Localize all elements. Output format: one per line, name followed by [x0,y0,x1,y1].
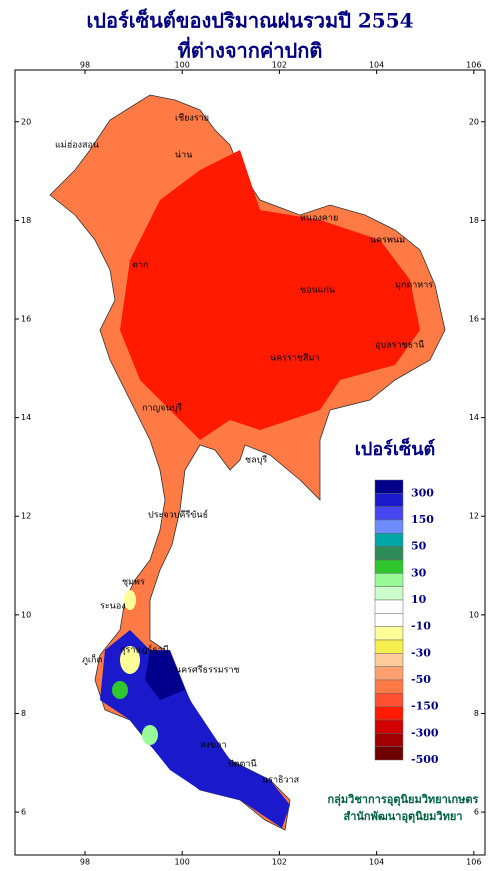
place: ตาก [132,261,148,271]
place: กาญจนบุรี [142,403,182,414]
place: อุบลราชธานี [375,340,424,351]
y-tick-label: 14 [469,413,479,422]
legend-label: -30 [411,646,431,659]
y-tick-label: 16 [21,315,31,324]
place: สุราษฎร์ธานี [120,644,169,656]
place: ภูเก็ต [82,653,102,666]
place: แม่ฮ่องสอน [55,141,99,151]
y-tick-label: 10 [469,610,479,619]
legend-swatch [374,586,404,601]
legend-label: -50 [411,673,431,686]
legend-swatch [374,559,404,574]
legend-swatch [374,746,404,761]
x-tick-label: 102 [272,61,287,70]
x-tick-label: 98 [80,858,90,867]
country [49,94,446,831]
y-tick-label: 20 [21,117,31,126]
legend-label: 150 [411,513,434,526]
legend-swatch [374,706,404,721]
legend-title: เปอร์เซ็นต์ [355,437,435,460]
legend-swatch [374,493,404,507]
legend-swatch [374,546,404,561]
place: ระนอง [100,602,126,612]
y-tick-label: 8 [474,709,479,718]
x-tick-label: 106 [466,61,481,70]
x-tick-label: 104 [369,858,384,867]
x-tick-label: 106 [466,858,481,867]
legend-label: -500 [411,753,439,766]
legend-swatch [374,533,404,547]
place: เชียงราย [175,113,209,124]
y-tick-label: 6 [474,808,479,817]
title: เปอร์เซ็นต์ของปริมาณฝนรวมปี 2554 [86,8,413,33]
legend-swatch [374,599,404,614]
normal-spot [142,725,158,745]
place: ชุมพร [122,578,145,588]
place: ปัตตานี [228,759,257,770]
legend-swatch [374,639,404,654]
legend-swatch [374,653,404,667]
legend-swatch [374,626,404,641]
credit: กลุ่มวิชาการอุตุนิยมวิทยาเกษตร [328,793,479,807]
legend-swatch [374,506,404,521]
credit: สำนักพัฒนาอุตุนิยมวิทยา [344,810,463,824]
x-tick-label: 98 [80,61,90,70]
place: นราธิวาส [262,775,300,786]
legend: 300 150 50 30 10 -10 -30 -50 -150 -300 -500 [374,479,439,766]
y-tick-label: 18 [469,216,479,225]
legend-swatch [374,573,404,587]
y-tick-label: 20 [469,117,479,126]
legend-label: -150 [411,700,439,713]
x-tick-label: 102 [272,858,287,867]
place: นครพนม [370,236,405,246]
legend-swatch [374,679,404,694]
place: สงขลา [200,741,227,751]
place: ชลบุรี [245,455,267,466]
legend-swatch [374,693,404,707]
place: น่าน [175,151,192,161]
y-tick-label: 14 [21,413,31,422]
y-tick-label: 12 [21,512,31,521]
x-tick-label: 100 [175,858,190,867]
y-tick-label: 18 [21,216,31,225]
normal-spot [124,590,136,610]
normal-spot [112,681,128,699]
legend-label: -300 [411,726,439,739]
legend-label: 30 [411,566,427,579]
legend-swatch [374,479,404,494]
legend-swatch [374,666,404,681]
normal-spot [120,646,140,674]
legend-swatch [374,519,404,534]
legend-swatch [374,733,404,747]
x-tick-label: 100 [175,61,190,70]
place: มุกดาหาร [395,281,433,291]
deficit-region [120,150,420,440]
legend-label: 300 [411,486,434,499]
subtitle: ที่ต่างจากค่าปกติ [178,36,323,63]
y-tick-label: 6 [21,808,26,817]
place: นครศรีธรรมราช [175,665,240,676]
legend-swatch [374,719,404,734]
y-tick-label: 8 [21,709,26,718]
legend-label: 10 [411,593,427,606]
y-tick-label: 10 [21,610,31,619]
legend-swatch [374,613,404,627]
place-labels: เชียงราย แม่ฮ่องสอน น่าน ตาก หนองคาย นคร… [55,113,433,786]
place: หนองคาย [300,214,338,224]
legend-label: 50 [411,540,427,553]
y-tick-label: 16 [469,315,479,324]
place: ประจวบคีรีขันธ์ [148,509,208,521]
place: นครราชสีมา [270,353,319,364]
y-tick-label: 12 [469,512,479,521]
x-tick-label: 104 [369,61,384,70]
place: ขอนแก่น [300,286,335,296]
surplus-core [145,650,185,700]
legend-label: -10 [411,620,431,633]
